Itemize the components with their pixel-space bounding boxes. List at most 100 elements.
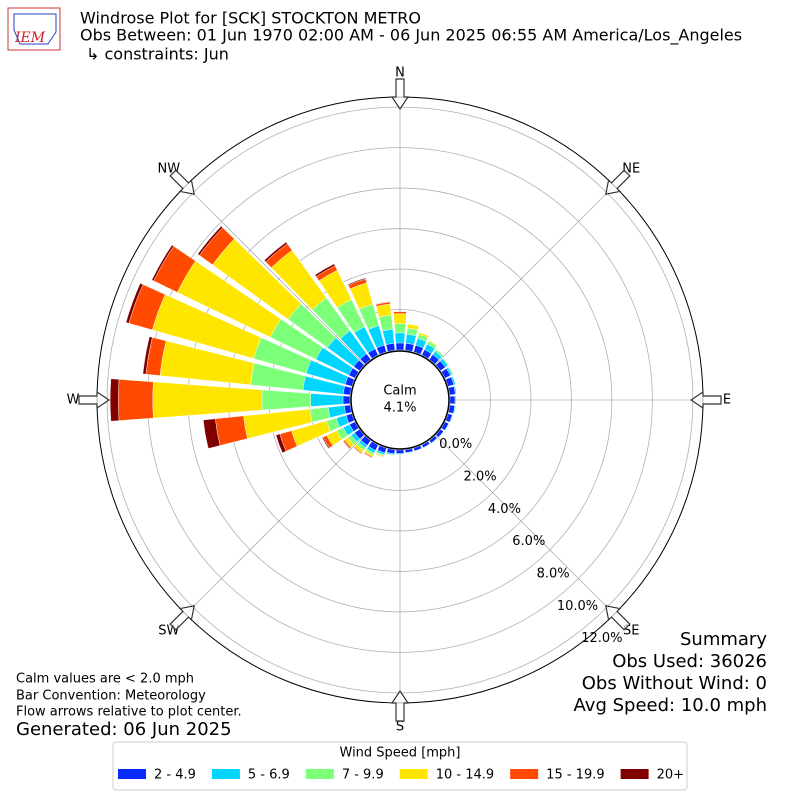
bar-segment [454,395,457,405]
bar-segment [449,395,456,405]
summary: Obs Without Wind: 0 [582,673,767,694]
legend-label: 7 - 9.9 [342,768,384,783]
subtitle: Obs Between: 01 Jun 1970 02:00 AM - 06 J… [80,26,742,46]
bar-segment [395,342,405,351]
r-tick-label: 4.0% [488,502,521,517]
bar-segment [109,378,120,422]
bar-segment [449,414,454,423]
bar-segment [434,349,444,358]
bar-segment [444,423,450,431]
bar-segment [447,366,454,375]
logo-state [13,13,57,45]
compass-label: N [395,66,405,81]
legend-swatch [620,769,649,779]
bar-segment [151,244,174,282]
legend-title: Wind Speed [mph] [340,746,461,761]
legend-box [112,741,688,791]
legend-label: 10 - 14.9 [436,768,494,783]
bar-segment [454,385,458,395]
spoke [185,185,365,365]
flow-arrow [169,169,195,195]
flow-arrow [605,605,631,631]
calm-label: Calm [383,384,416,399]
bar-segment [275,433,287,454]
legend-swatch [211,769,240,779]
legend-swatch [510,769,539,779]
spoke [185,435,365,615]
bar-segment [347,277,366,286]
legend-swatch [305,769,334,779]
bar-segment [438,431,445,438]
summary: Avg Speed: 10.0 mph [574,695,767,716]
spoke [435,185,615,365]
bar-segment [442,357,450,366]
r-tick-label: 2.0% [464,470,497,485]
bar-segment [353,447,362,455]
summary: Summary [680,629,767,650]
bar-segment [395,454,405,456]
bar-segment [452,375,457,385]
legend-swatch [118,769,146,779]
bar-segment [393,311,407,315]
r-tick-label: 0.0% [439,437,472,452]
logo-text: IEM [14,30,46,46]
note: Flow arrows relative to plot center. [16,705,242,720]
legend-label: 2 - 4.9 [154,768,196,783]
bar-segment [309,407,331,423]
bar-segment [394,323,406,334]
bar-segment [142,336,153,375]
bar-segment [414,448,423,452]
compass-label: S [396,720,404,735]
bar-segment [314,263,336,277]
r-tick-label: 8.0% [537,567,570,582]
bar-segment [342,395,351,405]
flow-arrow [78,390,111,410]
bar-segment [393,313,407,325]
legend-label: 5 - 6.9 [248,768,290,783]
bar-segment [125,282,144,324]
bar-segment [405,451,414,454]
bar-segment [418,332,430,339]
flow-arrow [605,169,631,195]
bar-segment [363,452,373,459]
bar-segment [395,449,405,454]
r-tick-label: 12.0% [581,631,622,646]
flow-arrow [390,689,410,722]
r-tick-label: 6.0% [512,534,545,549]
bar-segment [327,405,346,418]
legend-swatch [399,769,428,779]
compass-label: W [67,393,80,408]
flow-arrow [390,78,410,111]
bar-segment [385,453,395,457]
bar-segment [261,389,311,411]
bar-segment [394,332,406,344]
logo-box [7,7,61,51]
bar-segment [118,379,154,421]
bar-segment [215,415,248,446]
bar-segment [378,314,394,332]
calm-value: 4.1% [383,401,416,416]
flow-arrow [169,605,195,631]
bar-segment [382,328,395,345]
generated: Generated: 06 Jun 2025 [16,719,232,740]
bar-segment [310,393,344,407]
bar-segment [203,418,221,449]
constraints: ↳ constraints: Jun [86,45,229,64]
legend-label: 15 - 19.9 [546,768,604,783]
bar-segment [407,323,419,331]
summary: Obs Used: 36026 [612,651,767,672]
spoke [435,435,615,615]
bar-segment [422,443,431,449]
title: Windrose Plot for [SCK] STOCKTON METRO [80,9,421,28]
note: Bar Convention: Meteorology [16,689,206,704]
bar-segment [430,437,438,444]
bar-segment [375,301,391,305]
bar-segment [152,381,263,419]
bar-segment [263,241,288,263]
flow-arrow [689,390,722,410]
bar-segment [375,453,385,458]
bar-segment [453,405,456,414]
bar-segment [342,440,351,450]
legend-label: 20+ [657,768,684,783]
